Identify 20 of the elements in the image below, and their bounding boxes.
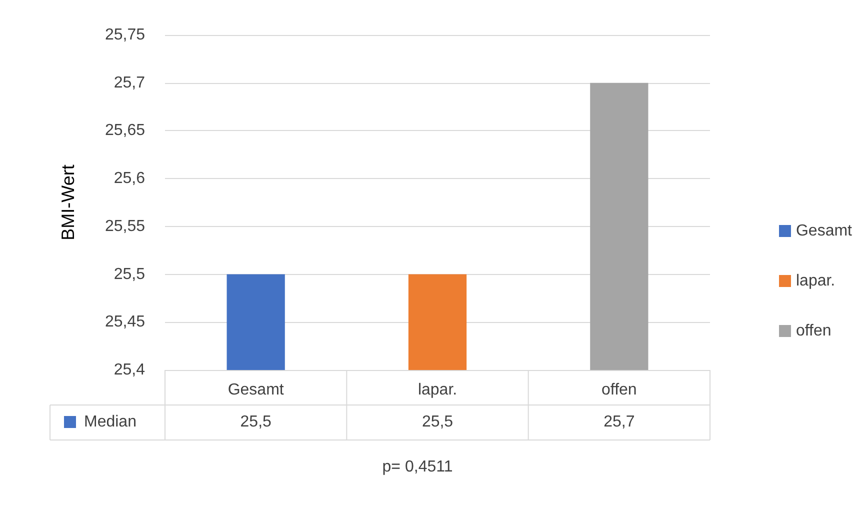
y-tick-label: 25,6 [114,170,146,188]
legend-label: offen [796,322,832,340]
text: Median [84,414,136,430]
y-tick-label: 25,5 [114,266,146,283]
legend-label: lapar. [796,272,836,290]
data-label: 25,5 [422,414,454,430]
text: p= 0,4511 [382,458,453,476]
y-tick-label: 25,55 [104,218,146,235]
y-tick-label: 25,4 [114,362,146,378]
y-tick-label: 25,45 [104,314,146,331]
x-tick-label: Gesamt [228,382,284,398]
y-tick-label: 25,75 [104,26,146,44]
y-tick-label: 25,65 [104,122,146,140]
y-axis-title: BMI-Wert [58,164,78,240]
x-tick-label: offen [602,382,637,398]
data-label: 25,7 [604,414,635,430]
x-tick-label: lapar. [418,382,458,398]
y-tick-label: 25,7 [114,74,146,92]
data-label: 25,5 [240,414,272,430]
legend-label: Gesamt [796,222,853,240]
